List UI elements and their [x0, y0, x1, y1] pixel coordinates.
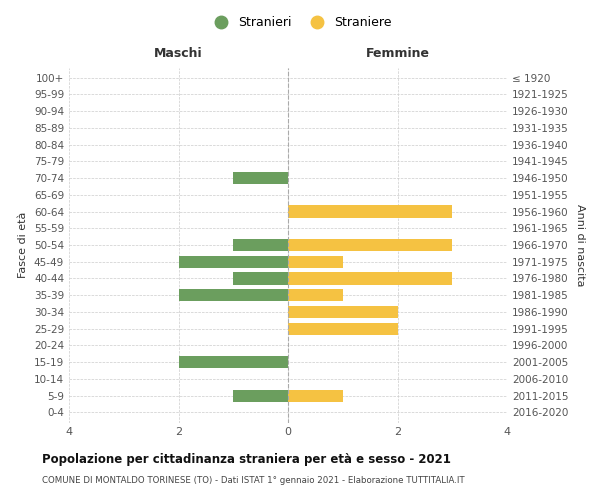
Bar: [288, 206, 452, 218]
Text: Popolazione per cittadinanza straniera per età e sesso - 2021: Popolazione per cittadinanza straniera p…: [42, 452, 451, 466]
Bar: [233, 390, 288, 402]
Bar: [288, 256, 343, 268]
Bar: [179, 356, 288, 368]
Bar: [288, 272, 452, 284]
Bar: [288, 239, 452, 251]
Bar: [179, 256, 288, 268]
Bar: [288, 289, 343, 302]
Text: Maschi: Maschi: [154, 48, 203, 60]
Bar: [179, 289, 288, 302]
Bar: [233, 239, 288, 251]
Text: COMUNE DI MONTALDO TORINESE (TO) - Dati ISTAT 1° gennaio 2021 - Elaborazione TUT: COMUNE DI MONTALDO TORINESE (TO) - Dati …: [42, 476, 464, 485]
Y-axis label: Fasce di età: Fasce di età: [19, 212, 28, 278]
Bar: [288, 306, 398, 318]
Legend: Stranieri, Straniere: Stranieri, Straniere: [203, 11, 397, 34]
Bar: [233, 272, 288, 284]
Y-axis label: Anni di nascita: Anni di nascita: [575, 204, 585, 286]
Bar: [233, 172, 288, 184]
Bar: [288, 390, 343, 402]
Bar: [288, 322, 398, 335]
Text: Femmine: Femmine: [365, 48, 430, 60]
